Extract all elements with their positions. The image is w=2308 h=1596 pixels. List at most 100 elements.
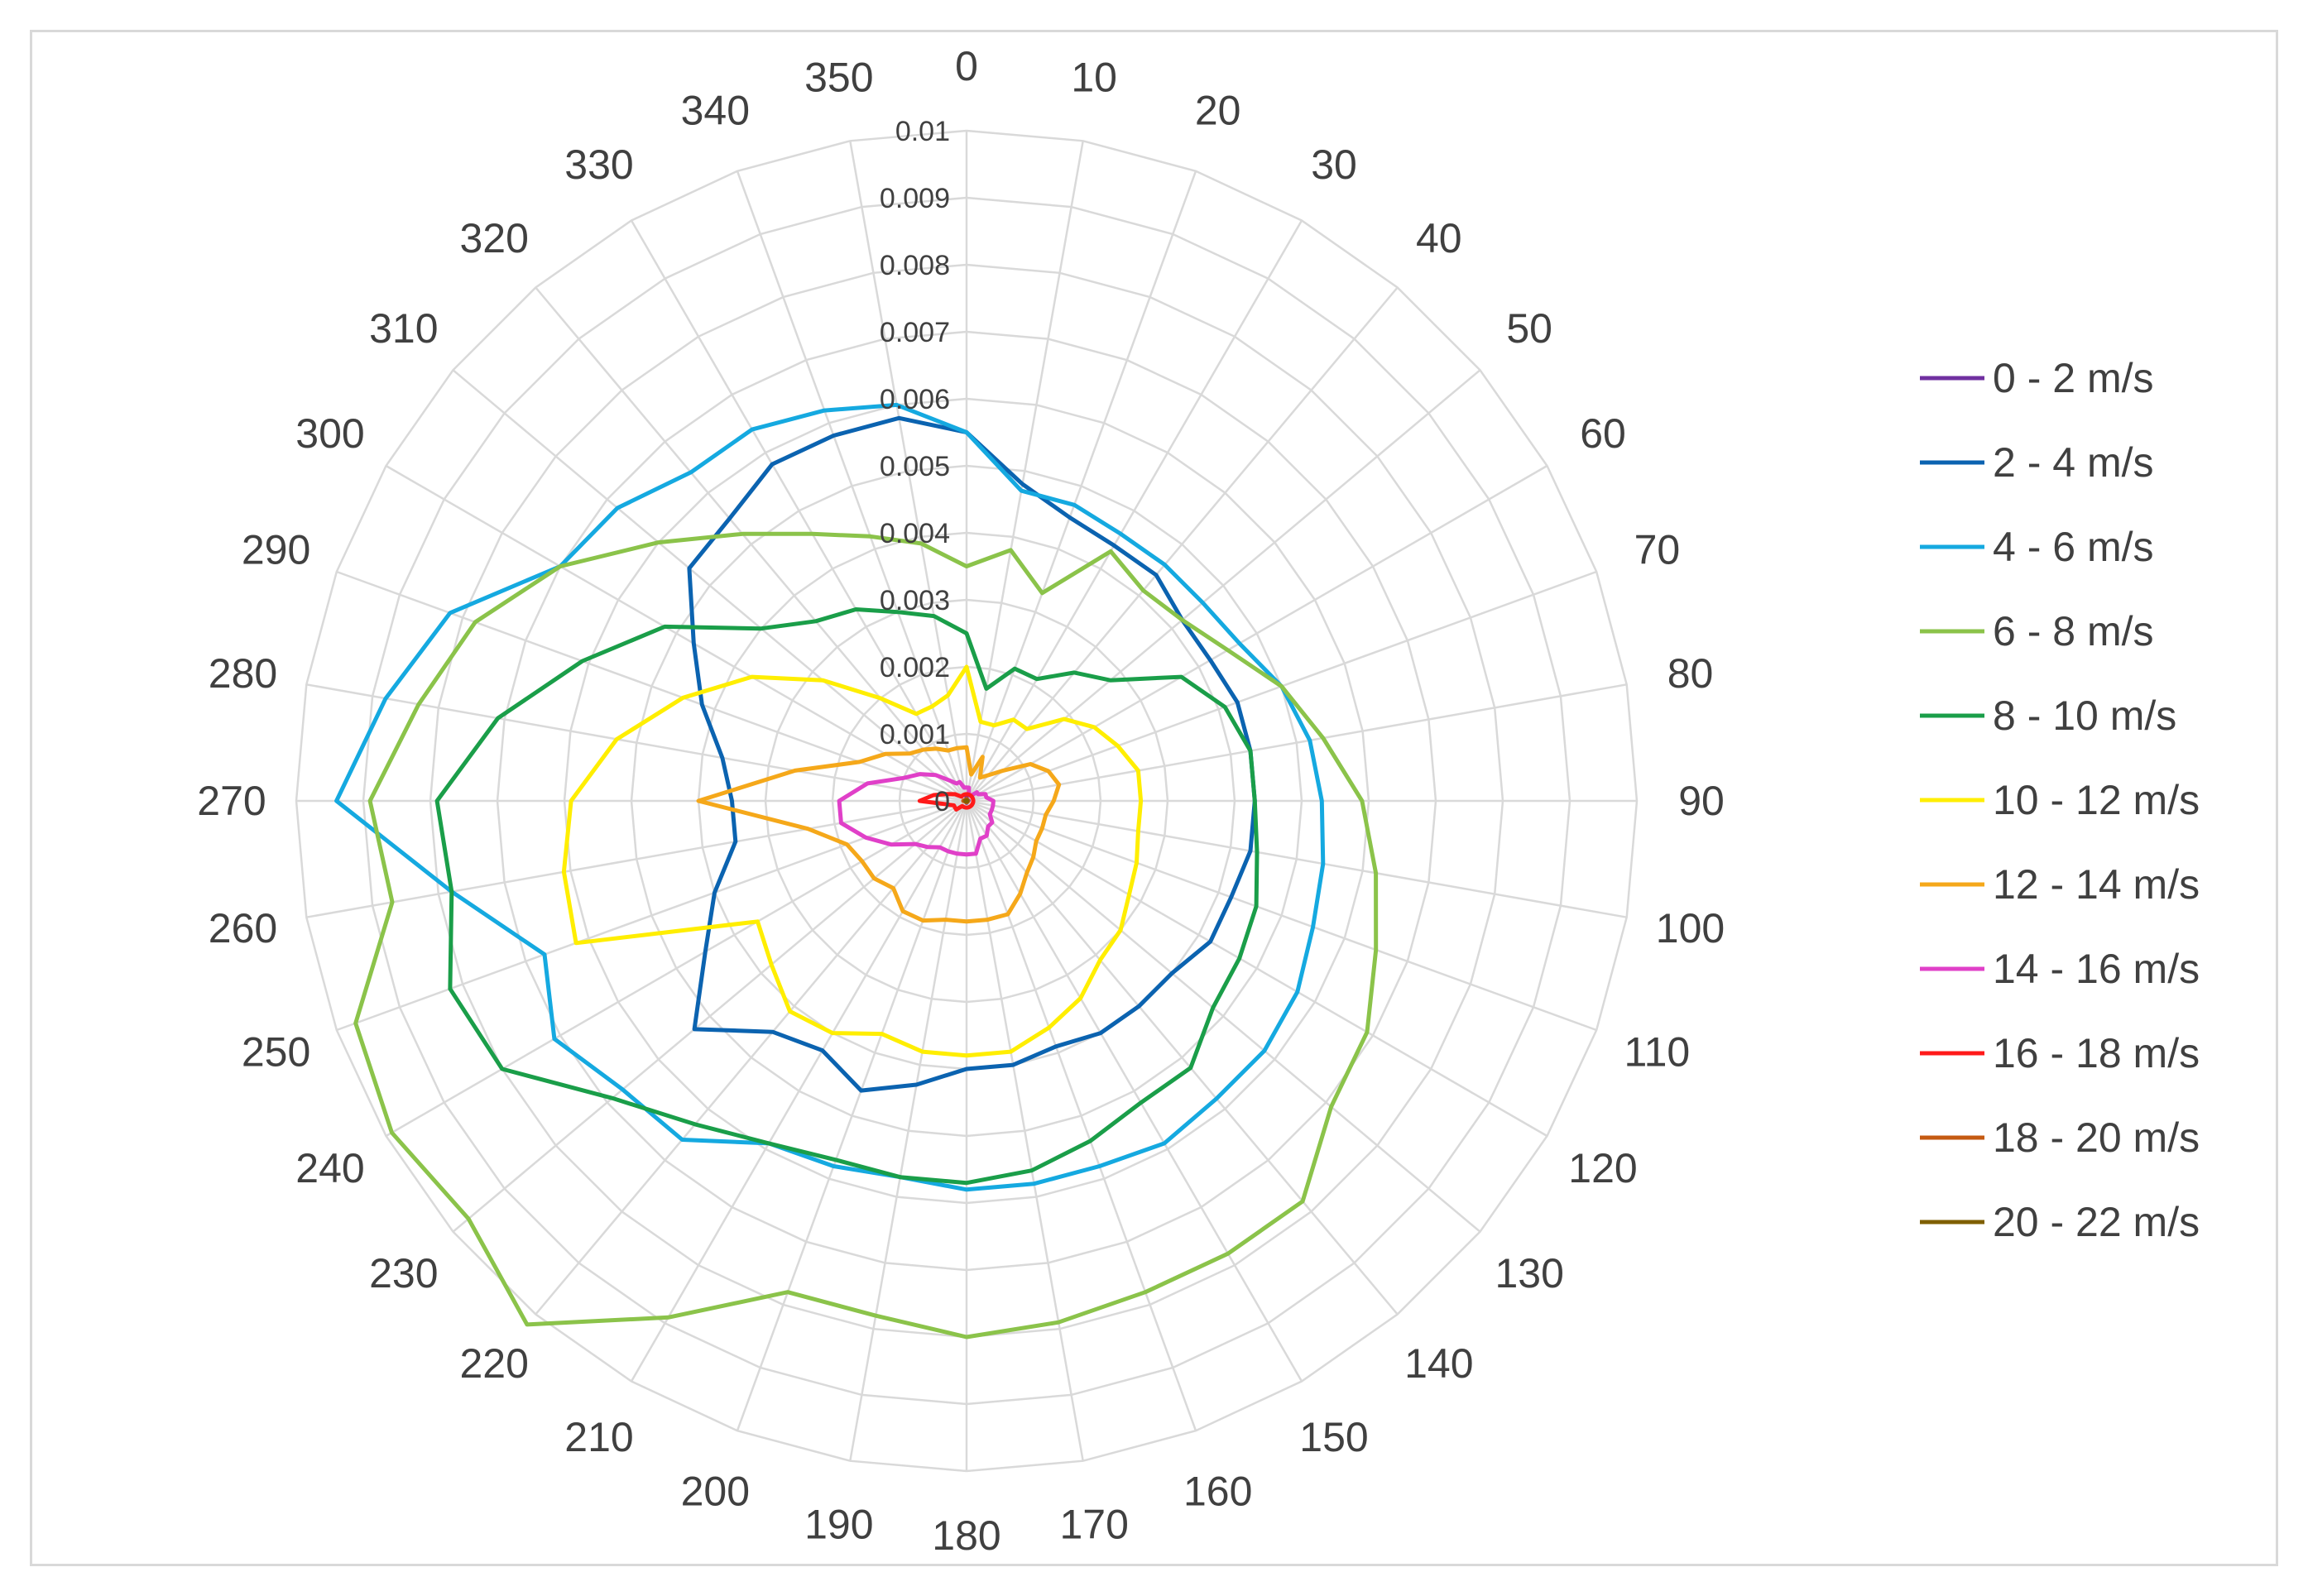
angle-tick-label: 160 — [1183, 1468, 1252, 1514]
grid-spoke — [965, 800, 1084, 1461]
radial-tick-label: 0.009 — [880, 183, 950, 214]
grid-spoke — [452, 369, 967, 802]
angle-tick-label: 40 — [1416, 215, 1462, 261]
radial-tick-label: 0 — [934, 786, 950, 817]
legend-label: 14 - 16 m/s — [1993, 946, 2200, 992]
legend-label: 8 - 10 m/s — [1993, 693, 2176, 739]
angle-tick-label: 20 — [1195, 88, 1241, 134]
grid-spoke — [966, 799, 1627, 918]
radial-tick-label: 0.008 — [880, 250, 950, 281]
angle-tick-label: 310 — [369, 305, 438, 352]
grid-spoke — [535, 286, 967, 802]
legend-item[interactable]: 2 - 4 m/s — [1920, 439, 2153, 486]
grid-spoke — [965, 219, 1303, 802]
angle-tick-label: 270 — [197, 778, 266, 824]
legend-label: 18 - 20 m/s — [1993, 1114, 2200, 1161]
legend-label: 0 - 2 m/s — [1993, 355, 2153, 401]
radial-tick-label: 0.01 — [895, 116, 950, 147]
grid-spoke — [849, 800, 968, 1461]
legend-item[interactable]: 20 - 22 m/s — [1920, 1199, 2200, 1245]
angle-tick-label: 280 — [209, 650, 277, 697]
grid-spoke — [966, 799, 1548, 1138]
series-line-2[interactable] — [687, 415, 1257, 1093]
legend-item[interactable]: 0 - 2 m/s — [1920, 355, 2153, 401]
angle-tick-label: 170 — [1059, 1502, 1128, 1548]
grid-spoke — [965, 170, 1197, 802]
grid-spoke — [965, 141, 1084, 802]
angle-tick-label: 30 — [1311, 141, 1357, 188]
series-line-8[interactable] — [837, 772, 996, 857]
series-lines — [334, 402, 1379, 1340]
angle-tick-label: 240 — [295, 1145, 364, 1191]
legend-item[interactable]: 18 - 20 m/s — [1920, 1114, 2200, 1161]
legend-item[interactable]: 10 - 12 m/s — [1920, 777, 2200, 823]
angle-tick-label: 290 — [242, 526, 310, 573]
grid-spoke — [966, 683, 1627, 803]
angle-tick-label: 70 — [1634, 526, 1681, 573]
angle-tick-label: 130 — [1495, 1250, 1563, 1296]
radial-tick-label: 0.004 — [880, 518, 950, 549]
legend-item[interactable]: 6 - 8 m/s — [1920, 608, 2153, 654]
angle-tick-label: 300 — [295, 410, 364, 457]
grid-spoke — [849, 141, 968, 802]
angle-tick-label: 230 — [369, 1250, 438, 1296]
legend[interactable]: 0 - 2 m/s 2 - 4 m/s 4 - 6 m/s 6 - 8 m/s 8 - … — [1920, 355, 2200, 1245]
angle-tick-label: 120 — [1568, 1145, 1637, 1191]
angle-tick-label: 250 — [242, 1029, 310, 1076]
angle-tick-label: 180 — [932, 1512, 1000, 1559]
series-line-7[interactable] — [696, 745, 1062, 924]
grid-spoke — [630, 219, 968, 802]
series-line-4[interactable] — [353, 531, 1379, 1340]
angle-tick-label: 0 — [955, 43, 978, 89]
grid-spoke — [385, 799, 967, 1138]
angle-tick-label: 200 — [681, 1468, 750, 1514]
grid-spoke — [630, 800, 968, 1383]
grid-spoke — [966, 369, 1481, 802]
legend-label: 16 - 18 m/s — [1993, 1030, 2200, 1076]
angle-tick-label: 80 — [1667, 650, 1714, 697]
radial-tick-label: 0.007 — [880, 317, 950, 348]
angle-tick-label: 150 — [1299, 1414, 1368, 1460]
radial-tick-label: 0.005 — [880, 451, 950, 482]
angle-tick-label: 260 — [209, 905, 277, 951]
legend-item[interactable]: 12 - 14 m/s — [1920, 861, 2200, 908]
legend-label: 6 - 8 m/s — [1993, 608, 2153, 654]
legend-label: 12 - 14 m/s — [1993, 861, 2200, 908]
grid-spoke — [966, 800, 1481, 1233]
grid-spoke — [452, 800, 967, 1233]
legend-item[interactable]: 4 - 6 m/s — [1920, 524, 2153, 570]
series-line-9[interactable] — [917, 792, 976, 812]
legend-item[interactable]: 8 - 10 m/s — [1920, 693, 2176, 739]
radial-tick-label: 0.006 — [880, 384, 950, 415]
angle-tick-label: 320 — [459, 215, 528, 261]
angle-tick-label: 190 — [804, 1502, 873, 1548]
angle-tick-label: 90 — [1678, 778, 1725, 824]
legend-label: 20 - 22 m/s — [1993, 1199, 2200, 1245]
legend-item[interactable]: 16 - 18 m/s — [1920, 1030, 2200, 1076]
series-line-6[interactable] — [561, 664, 1144, 1058]
series-line-5[interactable] — [434, 607, 1260, 1186]
grid-spoke — [736, 170, 968, 802]
grid-spoke — [966, 800, 1399, 1316]
radial-tick-label: 0.002 — [880, 652, 950, 683]
angle-tick-label: 60 — [1580, 410, 1626, 457]
angle-tick-label: 350 — [804, 55, 873, 101]
series-line-11[interactable] — [962, 798, 970, 804]
radial-tick-label: 0.001 — [880, 719, 950, 750]
legend-label: 2 - 4 m/s — [1993, 439, 2153, 486]
legend-item[interactable]: 14 - 16 m/s — [1920, 946, 2200, 992]
grid-spoke — [306, 799, 967, 918]
radial-tick-label: 0.003 — [880, 585, 950, 616]
grid-spoke — [385, 464, 967, 803]
axis-labels: 0 10 20 30 40 50 60 70 80 90 100 110 120 130 140 150 160… — [197, 43, 1725, 1559]
grid-spoke — [535, 800, 967, 1316]
grid-spoke — [966, 286, 1399, 802]
angle-tick-label: 140 — [1404, 1340, 1473, 1387]
legend-label: 4 - 6 m/s — [1993, 524, 2153, 570]
angle-tick-label: 210 — [564, 1414, 633, 1460]
grid-spoke — [966, 464, 1548, 803]
grid-spoke — [965, 800, 1303, 1383]
grid-spoke — [306, 683, 967, 803]
angle-tick-label: 340 — [681, 88, 750, 134]
